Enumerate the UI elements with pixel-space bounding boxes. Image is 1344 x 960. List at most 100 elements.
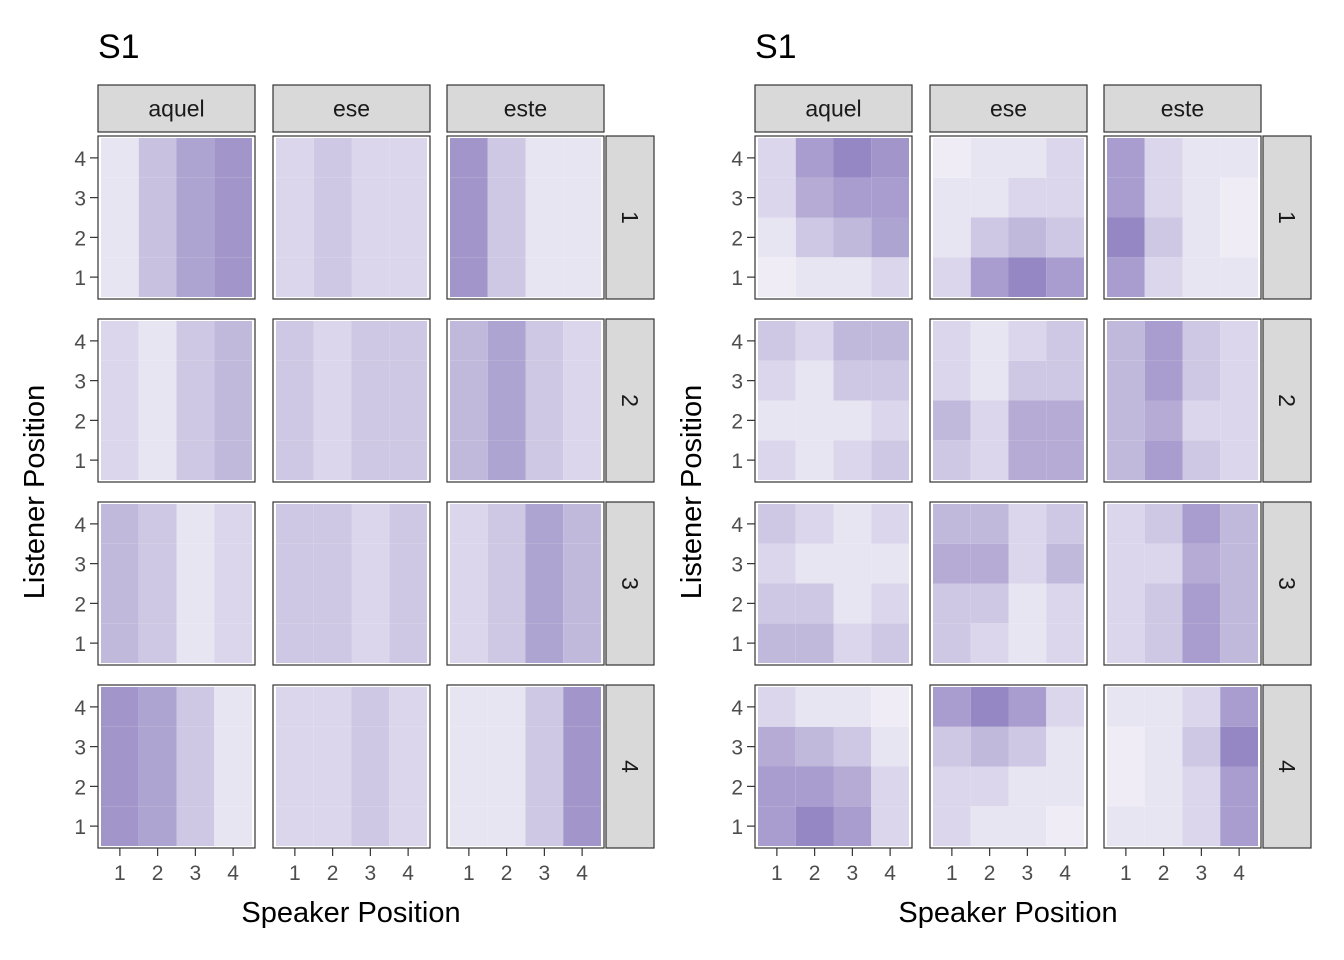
heatmap-cell [1182,217,1221,258]
heatmap-cell [795,440,834,480]
heatmap-cell [214,321,252,361]
heatmap-cell [795,726,834,767]
heatmap-cell [176,400,215,441]
y-tick-label: 4 [74,148,86,171]
heatmap-cell [795,321,834,361]
heatmap-cell [101,806,139,846]
heatmap-cell [970,177,1009,218]
heatmap-cell [101,583,139,624]
heatmap-cell [1182,177,1221,218]
heatmap-cell [1144,504,1183,544]
heatmap-cell [214,400,252,441]
heatmap-cell [1046,321,1084,361]
y-tick-label: 4 [731,514,743,537]
heatmap-cell [389,321,427,361]
heatmap-cell [450,726,488,767]
heatmap-cell [1144,138,1183,178]
heatmap-cell [1144,177,1183,218]
heatmap-cell [176,583,215,624]
heatmap-cell [1182,504,1221,544]
heatmap-cell [1107,257,1145,297]
y-tick-label: 3 [74,554,86,577]
heatmap-cell [970,504,1009,544]
x-tick-label: 2 [152,862,164,885]
heatmap-cell [450,400,488,441]
y-tick-label: 1 [731,450,743,473]
y-tick-label: 4 [731,148,743,171]
facet-label-aquel: aquel [805,96,861,122]
y-tick-label: 4 [74,514,86,537]
heatmap-cell [833,177,872,218]
heatmap-cell [214,177,252,218]
heatmap-cell [871,257,909,297]
heatmap-cell [1046,687,1084,727]
heatmap-cell [1182,687,1221,727]
heatmap-cell [525,177,564,218]
heatmap-cell [970,726,1009,767]
row-label-2: 2 [617,394,643,407]
heatmap-cell [276,583,314,624]
heatmap-cell [970,400,1009,441]
heatmap-cell [176,504,215,544]
heatmap-cell [450,543,488,584]
heatmap-cell [525,687,564,727]
heatmap-cell [313,806,352,846]
heatmap-cell [871,623,909,663]
y-tick-label: 4 [731,331,743,354]
heatmap-cell [1107,400,1145,441]
heatmap-cell [795,806,834,846]
heatmap-cell [1182,623,1221,663]
heatmap-cell [351,138,390,178]
x-tick-label: 1 [463,862,475,885]
heatmap-cell [795,217,834,258]
heatmap-cell [138,440,177,480]
heatmap-cell [933,257,971,297]
heatmap-cell [563,360,601,401]
heatmap-cell [1144,360,1183,401]
x-tick-label: 3 [365,862,377,885]
heatmap-cell [525,806,564,846]
x-tick-label: 2 [809,862,821,885]
heatmap-cell [1008,806,1047,846]
heatmap-cell [758,360,796,401]
heatmap-cell [176,177,215,218]
heatmap-cell [1008,766,1047,807]
heatmap-cell [871,543,909,584]
heatmap-cell [933,138,971,178]
row-label-2: 2 [1274,394,1300,407]
heatmap-cell [871,360,909,401]
panel-border [446,318,605,483]
heatmap-cell [176,766,215,807]
heatmap-cell [389,583,427,624]
x-axis-title: Speaker Position [241,897,460,929]
heatmap-cell [389,217,427,258]
heatmap-cell [101,623,139,663]
heatmap-cell [525,543,564,584]
heatmap-cell [1220,504,1258,544]
heatmap-cell [101,504,139,544]
panel-border [446,501,605,666]
heatmap-cell [450,360,488,401]
heatmap-cell [525,138,564,178]
heatmap-cell [933,543,971,584]
heatmap-cell [525,504,564,544]
heatmap-cell [833,806,872,846]
heatmap-cell [450,177,488,218]
heatmap-cell [313,623,352,663]
heatmap-cell [313,504,352,544]
heatmap-cell [563,583,601,624]
heatmap-cell [313,687,352,727]
facet-label-este: este [504,96,547,122]
y-tick-label: 1 [731,267,743,290]
y-tick-label: 1 [731,633,743,656]
heatmap-cell [563,504,601,544]
heatmap-cell [138,321,177,361]
facet-strip-ese [272,84,431,133]
heatmap-cell [389,177,427,218]
heatmap-cell [758,177,796,218]
chart-title: S1 [98,28,140,66]
row-strip-2 [605,318,655,483]
heatmap-cell [1107,806,1145,846]
heatmap-cell [795,138,834,178]
heatmap-cell [563,138,601,178]
